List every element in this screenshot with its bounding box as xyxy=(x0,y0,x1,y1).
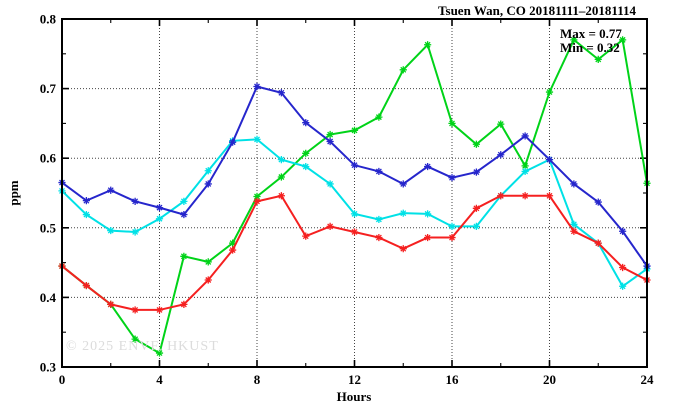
x-tick-label: 8 xyxy=(254,372,261,387)
x-tick-label: 4 xyxy=(156,372,163,387)
x-axis-label: Hours xyxy=(336,389,372,404)
minmax-annotation: Max = 0.77 Min = 0.32 xyxy=(560,27,622,55)
x-tick-label: 20 xyxy=(543,372,556,387)
min-annotation: Min = 0.32 xyxy=(560,40,620,55)
x-tick-label: 12 xyxy=(348,372,361,387)
x-tick-label: 24 xyxy=(641,372,655,387)
x-tick-label: 16 xyxy=(446,372,460,387)
watermark: © 2025 ENVF, HKUST xyxy=(66,339,219,354)
blue-series-line xyxy=(61,85,648,267)
plot-border xyxy=(61,18,648,368)
y-tick-label: 0.5 xyxy=(40,220,57,235)
y-tick-label: 0.3 xyxy=(40,360,57,375)
y-tick-label: 0.4 xyxy=(40,290,57,305)
y-tick-label: 0.8 xyxy=(40,12,57,27)
y-tick-label: 0.6 xyxy=(40,151,57,166)
y-tick-label: 0.7 xyxy=(40,81,57,96)
x-tick-label: 0 xyxy=(59,372,66,387)
y-axis-label: ppm xyxy=(6,180,21,206)
chart-title: Tsuen Wan, CO 20181111–20181114 xyxy=(438,3,636,18)
max-annotation: Max = 0.77 xyxy=(560,26,622,41)
